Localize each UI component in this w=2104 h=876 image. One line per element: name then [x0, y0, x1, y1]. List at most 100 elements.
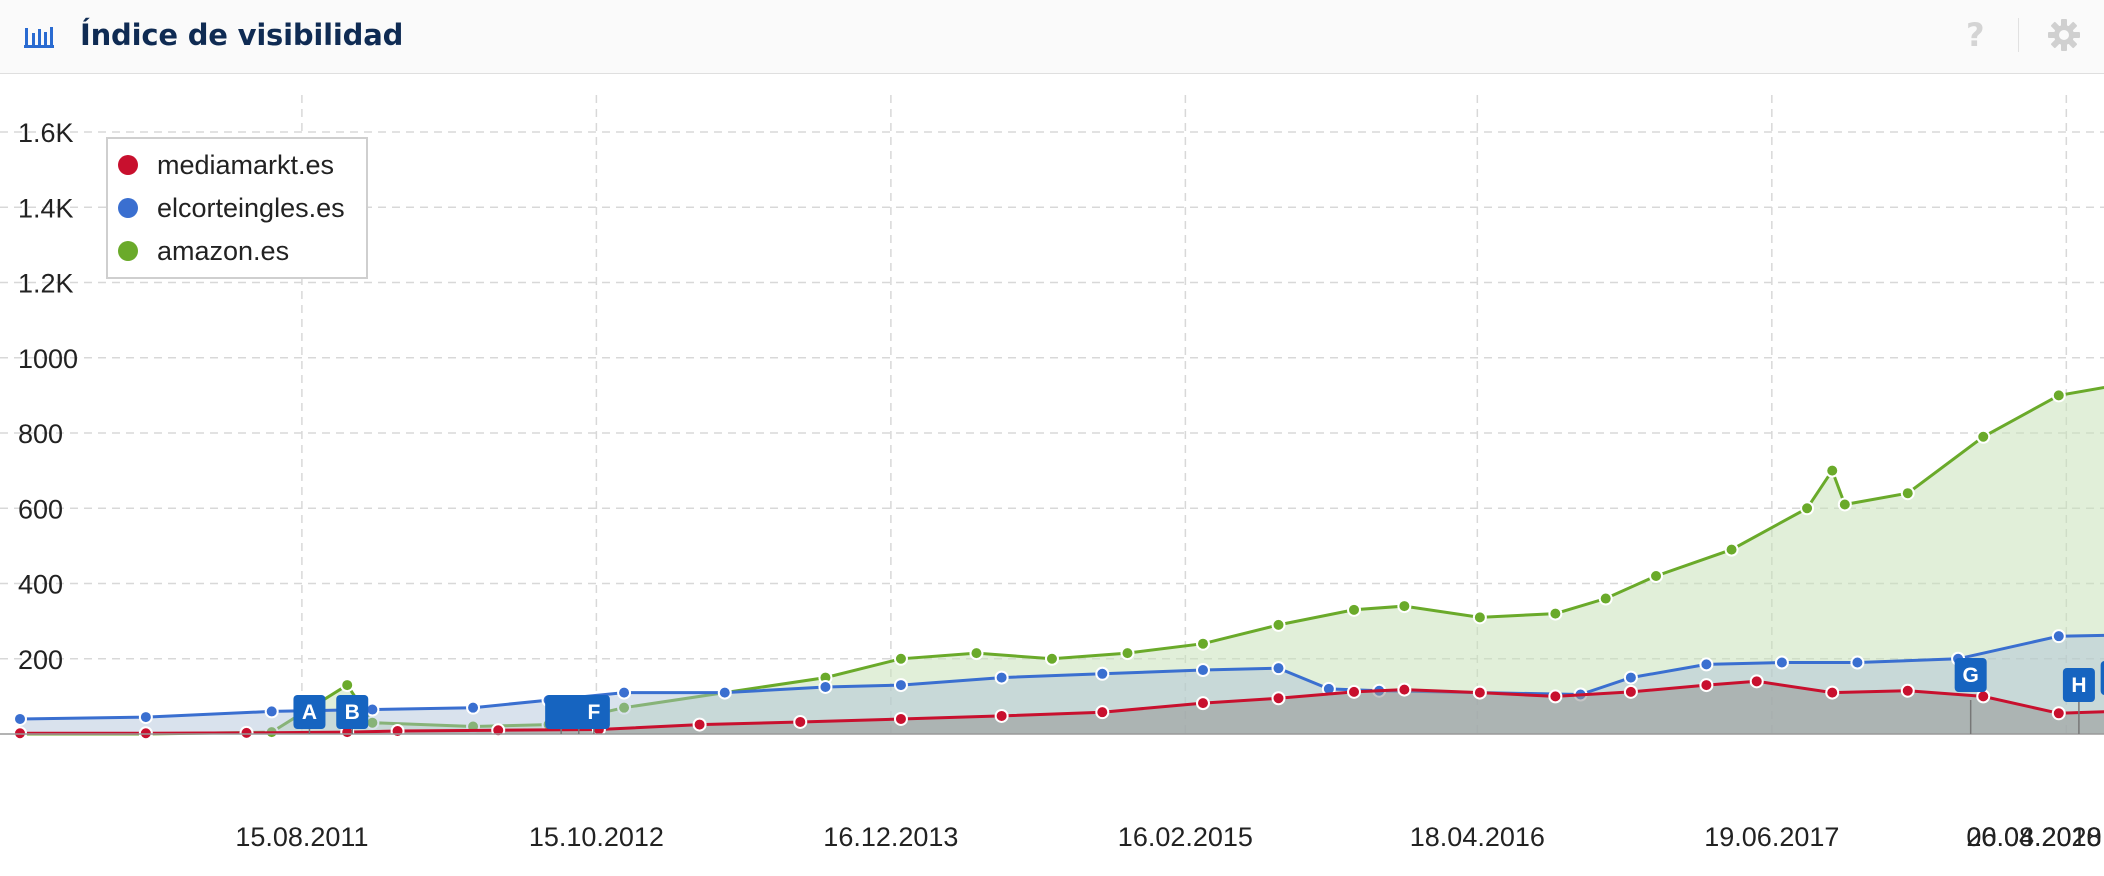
data-point[interactable] [1347, 684, 1362, 699]
annotation-marker-I[interactable]: I [2100, 661, 2104, 734]
series-line [20, 385, 2104, 736]
y-tick-label: 800 [18, 419, 63, 449]
data-point[interactable] [969, 646, 984, 661]
data-point[interactable] [1095, 666, 1110, 681]
data-point[interactable] [1195, 696, 1210, 711]
data-point[interactable] [264, 704, 279, 719]
annotation-marker-B[interactable]: B [336, 695, 369, 734]
annotation-badge[interactable] [1954, 658, 1987, 692]
data-point[interactable] [1749, 674, 1764, 689]
data-point[interactable] [1195, 663, 1210, 678]
data-point[interactable] [1976, 689, 1991, 704]
data-point[interactable] [1044, 651, 1059, 666]
data-point[interactable] [466, 700, 481, 715]
annotation-badge[interactable] [293, 695, 326, 729]
data-point[interactable] [1825, 685, 1840, 700]
help-icon[interactable]: ? [1966, 16, 1985, 54]
legend-marker [118, 155, 138, 175]
annotation-badge[interactable] [577, 695, 610, 729]
annotation-badge[interactable] [2100, 661, 2104, 695]
data-point[interactable] [1120, 646, 1135, 661]
data-point[interactable] [1649, 568, 1664, 583]
data-point[interactable] [1548, 689, 1563, 704]
bar-chart-icon [24, 27, 54, 48]
data-point[interactable] [390, 723, 405, 738]
data-point[interactable] [893, 678, 908, 693]
annotation-badge[interactable] [336, 695, 369, 729]
data-point[interactable] [2051, 706, 2066, 721]
data-point[interactable] [1397, 682, 1412, 697]
data-point[interactable] [1271, 617, 1286, 632]
x-tick-label: 16.12.2013 [823, 822, 958, 852]
header-divider [2018, 18, 2019, 52]
x-tick-label: 16.02.2015 [1118, 822, 1253, 852]
data-point[interactable] [893, 711, 908, 726]
series-area [20, 681, 2104, 734]
data-point[interactable] [1472, 610, 1487, 625]
x-tick-label: 19.06.2017 [1704, 822, 1839, 852]
data-point[interactable] [1774, 655, 1789, 670]
data-point[interactable] [1976, 429, 1991, 444]
legend-item-amazon.es[interactable]: amazon.es [118, 236, 289, 266]
data-point[interactable] [893, 651, 908, 666]
data-point[interactable] [1598, 591, 1613, 606]
series-area [20, 387, 2104, 734]
data-point[interactable] [994, 670, 1009, 685]
data-point[interactable] [1095, 705, 1110, 720]
data-point[interactable] [2051, 629, 2066, 644]
annotation-marker-A[interactable]: A [293, 695, 326, 734]
panel-title: Índice de visibilidad [80, 18, 404, 52]
data-point[interactable] [1623, 670, 1638, 685]
data-point[interactable] [491, 723, 506, 738]
gear-icon[interactable] [2047, 18, 2081, 52]
x-tick-label: 06.04.2020 [1966, 822, 2101, 852]
data-point[interactable] [1850, 655, 1865, 670]
y-tick-label: 600 [18, 494, 63, 524]
data-point[interactable] [138, 726, 153, 741]
y-tick-label: 1.2K [18, 269, 74, 299]
data-point[interactable] [1837, 497, 1852, 512]
annotation-badge[interactable] [2062, 668, 2095, 702]
data-point[interactable] [617, 700, 632, 715]
visibility-chart: 200 400 600 800 1000 1.2K 1.4K 1.6K 15.08.2011 15… [0, 95, 2104, 852]
data-point[interactable] [1195, 636, 1210, 651]
annotation-marker-G[interactable]: G [1954, 658, 1987, 734]
legend-item-elcorteingles.es[interactable]: elcorteingles.es [118, 193, 345, 223]
data-point[interactable] [1699, 678, 1714, 693]
data-point[interactable] [1623, 684, 1638, 699]
data-point[interactable] [1472, 685, 1487, 700]
data-point[interactable] [1825, 463, 1840, 478]
data-point[interactable] [1900, 486, 1915, 501]
data-point[interactable] [13, 711, 27, 726]
legend-box [106, 137, 368, 279]
data-point[interactable] [994, 708, 1009, 723]
annotation-marker-F[interactable]: F [577, 695, 610, 734]
data-point[interactable] [13, 726, 27, 741]
data-point[interactable] [793, 714, 808, 729]
data-point[interactable] [1699, 657, 1714, 672]
data-point[interactable] [1900, 683, 1915, 698]
data-point[interactable] [138, 710, 153, 725]
data-point[interactable] [1271, 661, 1286, 676]
legend-marker [118, 241, 138, 261]
data-point[interactable] [340, 678, 355, 693]
y-tick-label: 200 [18, 645, 63, 675]
annotation-marker-H[interactable]: H [2062, 668, 2095, 734]
series-line [20, 679, 2104, 735]
legend-item-mediamarkt.es[interactable]: mediamarkt.es [118, 150, 334, 180]
data-point[interactable] [717, 685, 732, 700]
data-point[interactable] [1548, 606, 1563, 621]
data-point[interactable] [1347, 602, 1362, 617]
data-point[interactable] [617, 685, 632, 700]
data-point[interactable] [239, 725, 254, 740]
annotation-label: B [345, 701, 360, 724]
data-point[interactable] [692, 717, 707, 732]
data-point[interactable] [818, 679, 833, 694]
data-point[interactable] [1397, 599, 1412, 614]
series-mediamarkt.es [13, 674, 2104, 741]
data-point[interactable] [1271, 691, 1286, 706]
data-point[interactable] [2051, 388, 2066, 403]
data-point[interactable] [1800, 501, 1815, 516]
data-point[interactable] [1724, 542, 1739, 557]
